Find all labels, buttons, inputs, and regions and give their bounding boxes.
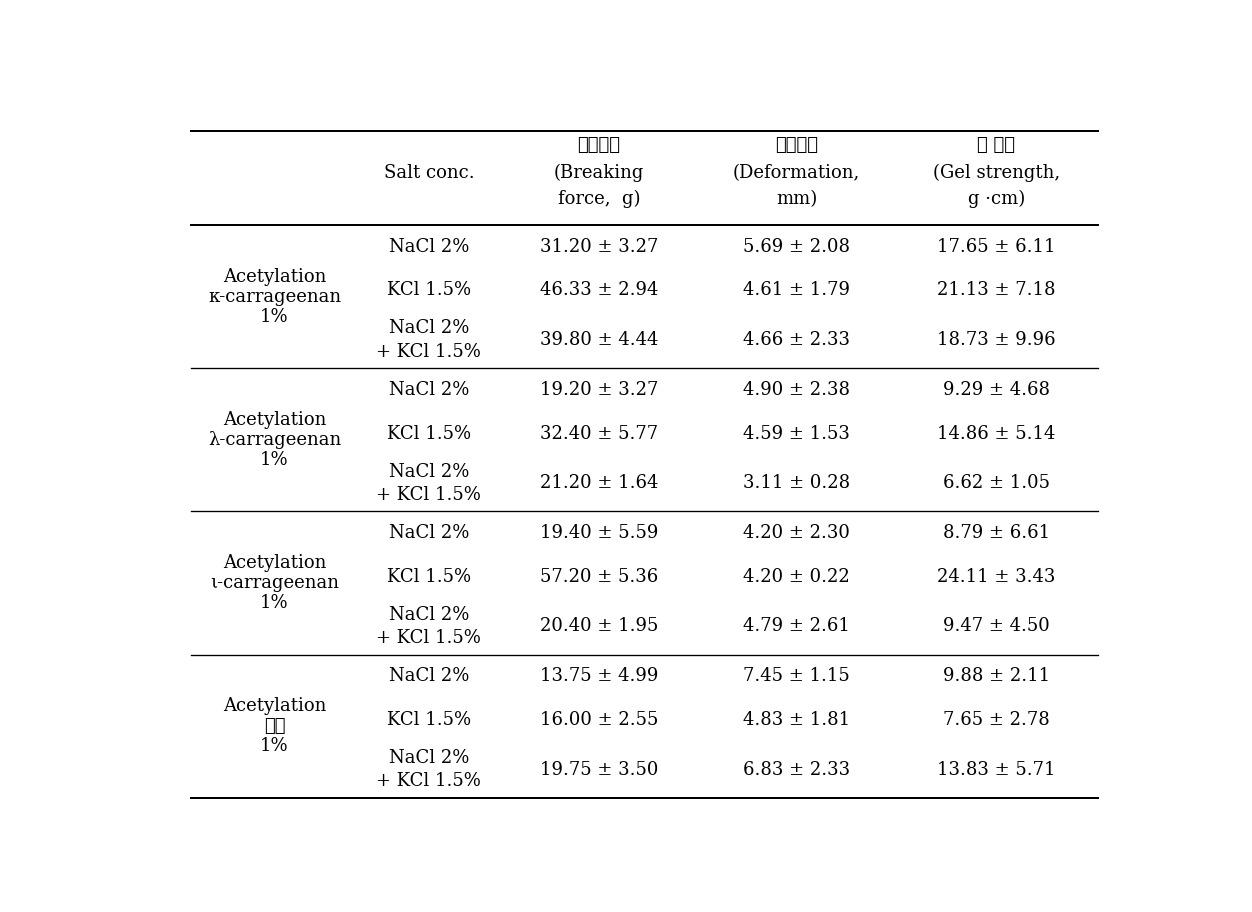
Text: Salt conc.: Salt conc.	[383, 164, 475, 182]
Text: NaCl 2%
+ KCl 1.5%: NaCl 2% + KCl 1.5%	[376, 462, 481, 504]
Text: 16.00 ± 2.55: 16.00 ± 2.55	[540, 710, 657, 729]
Text: 24.11 ± 3.43: 24.11 ± 3.43	[936, 567, 1054, 586]
Text: 1%: 1%	[260, 451, 289, 469]
Text: Acetylation: Acetylation	[223, 268, 326, 286]
Text: 9.88 ± 2.11: 9.88 ± 2.11	[942, 668, 1049, 685]
Text: 파괴강도: 파괴강도	[577, 136, 620, 154]
Text: 1%: 1%	[260, 307, 289, 326]
Text: 4.61 ± 1.79: 4.61 ± 1.79	[742, 282, 850, 299]
Text: 4.20 ± 0.22: 4.20 ± 0.22	[742, 567, 849, 586]
Text: NaCl 2%: NaCl 2%	[388, 668, 468, 685]
Text: g ·cm): g ·cm)	[967, 190, 1024, 208]
Text: KCl 1.5%: KCl 1.5%	[387, 282, 471, 299]
Text: 4.83 ± 1.81: 4.83 ± 1.81	[742, 710, 850, 729]
Text: force,  g): force, g)	[557, 190, 640, 208]
Text: (Breaking: (Breaking	[553, 164, 644, 182]
Text: λ-carrageenan: λ-carrageenan	[208, 431, 341, 449]
Text: 18.73 ± 9.96: 18.73 ± 9.96	[936, 331, 1055, 349]
Text: 14.86 ± 5.14: 14.86 ± 5.14	[936, 424, 1054, 442]
Text: ι-carrageenan: ι-carrageenan	[210, 574, 339, 592]
Text: 4.59 ± 1.53: 4.59 ± 1.53	[742, 424, 849, 442]
Text: 전분: 전분	[264, 717, 285, 735]
Text: KCl 1.5%: KCl 1.5%	[387, 710, 471, 729]
Text: κ-carrageenan: κ-carrageenan	[208, 288, 341, 306]
Text: 4.66 ± 2.33: 4.66 ± 2.33	[742, 331, 850, 349]
Text: 1%: 1%	[260, 737, 289, 755]
Text: 39.80 ± 4.44: 39.80 ± 4.44	[540, 331, 657, 349]
Text: 21.20 ± 1.64: 21.20 ± 1.64	[540, 474, 657, 492]
Text: 변형정도: 변형정도	[775, 136, 818, 154]
Text: 7.45 ± 1.15: 7.45 ± 1.15	[742, 668, 849, 685]
Text: (Deformation,: (Deformation,	[732, 164, 860, 182]
Text: 57.20 ± 5.36: 57.20 ± 5.36	[540, 567, 657, 586]
Text: 19.75 ± 3.50: 19.75 ± 3.50	[540, 761, 657, 779]
Text: 21.13 ± 7.18: 21.13 ± 7.18	[936, 282, 1055, 299]
Text: 20.40 ± 1.95: 20.40 ± 1.95	[540, 617, 657, 636]
Text: (Gel strength,: (Gel strength,	[931, 164, 1059, 182]
Text: 9.47 ± 4.50: 9.47 ± 4.50	[943, 617, 1049, 636]
Text: 6.62 ± 1.05: 6.62 ± 1.05	[943, 474, 1049, 492]
Text: 겔 강도: 겔 강도	[977, 136, 1014, 154]
Text: Acetylation: Acetylation	[223, 554, 326, 573]
Text: 1%: 1%	[260, 594, 289, 612]
Text: NaCl 2%
+ KCl 1.5%: NaCl 2% + KCl 1.5%	[376, 749, 481, 791]
Text: 3.11 ± 0.28: 3.11 ± 0.28	[742, 474, 850, 492]
Text: 31.20 ± 3.27: 31.20 ± 3.27	[540, 238, 657, 256]
Text: NaCl 2%: NaCl 2%	[388, 238, 468, 256]
Text: 32.40 ± 5.77: 32.40 ± 5.77	[540, 424, 657, 442]
Text: 19.40 ± 5.59: 19.40 ± 5.59	[540, 524, 657, 543]
Text: 46.33 ± 2.94: 46.33 ± 2.94	[540, 282, 657, 299]
Text: Acetylation: Acetylation	[223, 411, 326, 430]
Text: 13.75 ± 4.99: 13.75 ± 4.99	[540, 668, 657, 685]
Text: 4.90 ± 2.38: 4.90 ± 2.38	[742, 381, 850, 399]
Text: Acetylation: Acetylation	[223, 698, 326, 715]
Text: NaCl 2%
+ KCl 1.5%: NaCl 2% + KCl 1.5%	[376, 606, 481, 648]
Text: 9.29 ± 4.68: 9.29 ± 4.68	[943, 381, 1049, 399]
Text: 5.69 ± 2.08: 5.69 ± 2.08	[742, 238, 850, 256]
Text: KCl 1.5%: KCl 1.5%	[387, 567, 471, 586]
Text: NaCl 2%: NaCl 2%	[388, 381, 468, 399]
Text: 6.83 ± 2.33: 6.83 ± 2.33	[742, 761, 850, 779]
Text: 13.83 ± 5.71: 13.83 ± 5.71	[936, 761, 1055, 779]
Text: mm): mm)	[775, 190, 816, 208]
Text: 4.20 ± 2.30: 4.20 ± 2.30	[742, 524, 849, 543]
Text: NaCl 2%
+ KCl 1.5%: NaCl 2% + KCl 1.5%	[376, 319, 481, 361]
Text: 8.79 ± 6.61: 8.79 ± 6.61	[942, 524, 1049, 543]
Text: 4.79 ± 2.61: 4.79 ± 2.61	[742, 617, 849, 636]
Text: 17.65 ± 6.11: 17.65 ± 6.11	[936, 238, 1055, 256]
Text: KCl 1.5%: KCl 1.5%	[387, 424, 471, 442]
Text: NaCl 2%: NaCl 2%	[388, 524, 468, 543]
Text: 7.65 ± 2.78: 7.65 ± 2.78	[943, 710, 1049, 729]
Text: 19.20 ± 3.27: 19.20 ± 3.27	[540, 381, 657, 399]
